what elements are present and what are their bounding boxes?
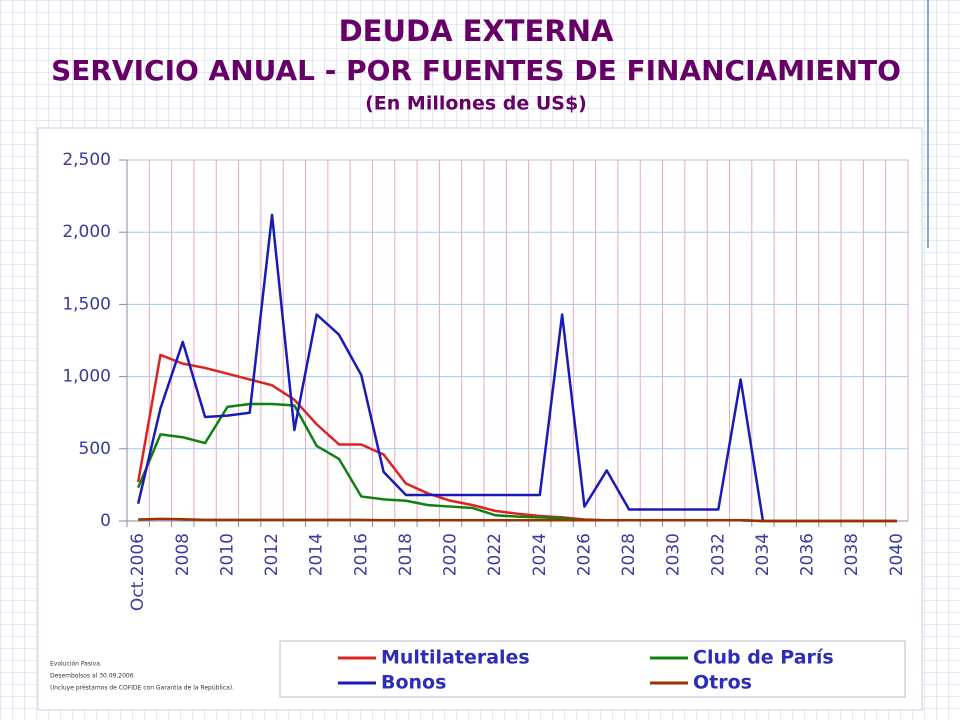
footnote: Evolución Pasiva. [50,661,102,668]
x-tick-label: 2020 [441,533,461,576]
legend-label: Club de París [693,647,834,669]
x-tick-label: 2032 [708,533,728,576]
x-tick-label: 2040 [887,533,907,576]
x-tick-label: 2022 [485,533,505,576]
x-tick-label: 2016 [351,533,371,576]
x-tick-label: 2034 [753,533,773,576]
y-tick-label: 0 [100,511,111,531]
chart-panel [37,127,923,711]
y-tick-label: 1,000 [62,367,111,387]
legend-label: Otros [693,672,752,694]
x-tick-label: Oct.2006 [128,533,148,611]
series-line [136,213,765,522]
footnote: Desembolsos al 30.09.2006 [50,673,134,680]
y-tick-label: 1,500 [62,294,111,314]
chart-units: (En Millones de US$) [365,93,587,115]
x-tick-label: 2036 [798,533,818,576]
y-tick-label: 500 [79,439,111,459]
x-tick-label: 2012 [262,533,282,576]
x-tick-label: 2026 [574,533,594,576]
footnote: (Incluye préstamos de COFIDE con Garantí… [50,685,234,692]
x-tick-label: 2028 [619,533,639,576]
x-tick-label: 2014 [307,533,327,576]
x-tick-label: 2038 [842,533,862,576]
x-tick-label: 2008 [173,533,193,576]
x-tick-label: 2024 [530,533,550,576]
chart-subtitle: SERVICIO ANUAL - POR FUENTES DE FINANCIA… [51,54,901,87]
x-tick-label: 2010 [217,533,237,576]
y-tick-label: 2,500 [62,150,111,170]
x-tick-label: 2030 [664,533,684,576]
series-line [138,517,897,523]
legend-box [279,640,906,698]
chart-title: DEUDA EXTERNA [339,14,614,48]
legend-label: Multilaterales [381,647,530,669]
legend-label: Bonos [381,672,446,694]
y-tick-label: 2,000 [62,222,111,242]
x-tick-label: 2018 [396,533,416,576]
